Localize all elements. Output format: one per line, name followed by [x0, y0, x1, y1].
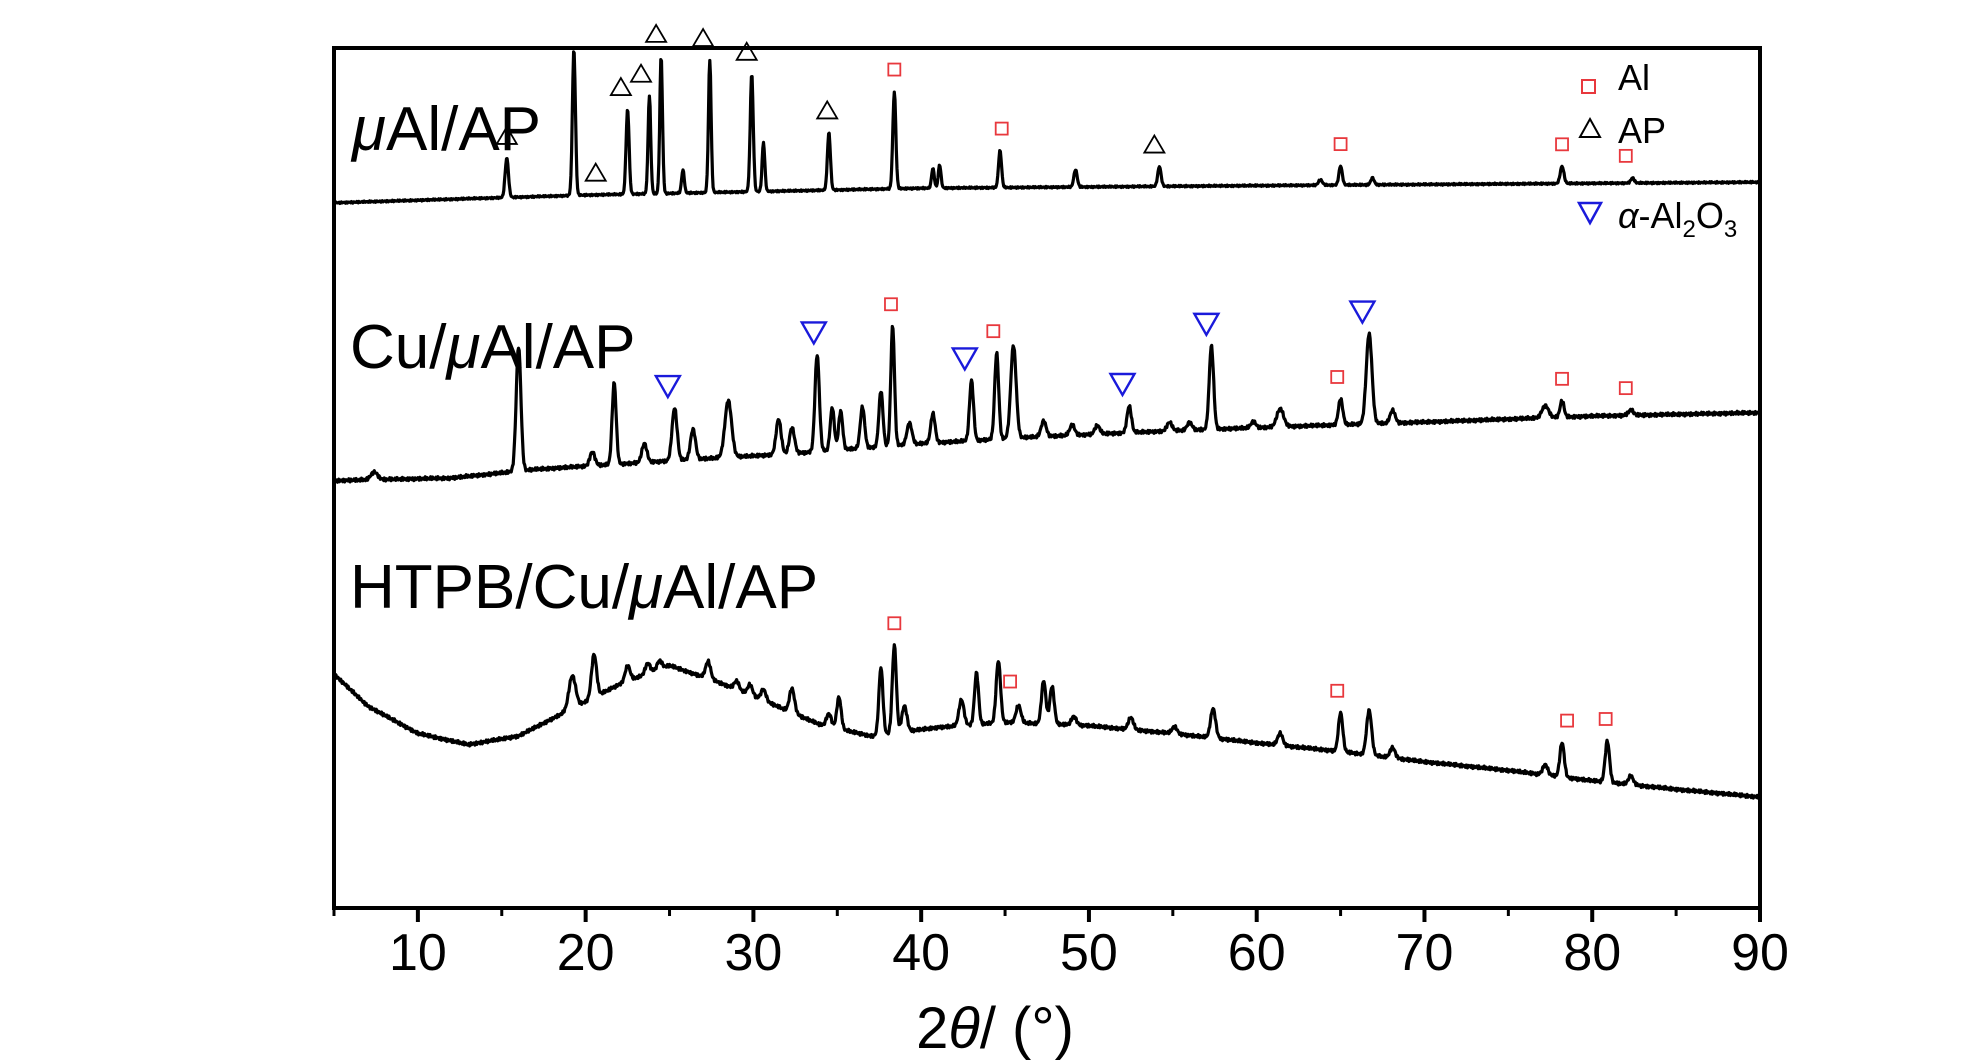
x-tick-label-80: 80 — [1563, 924, 1621, 982]
series-label-cu-ual-ap: Cu/μAl/AP — [350, 313, 636, 382]
legend-al2o3-triangle-down-icon — [1576, 201, 1604, 226]
ap-peak-marker — [584, 161, 608, 182]
series-line-2 — [332, 643, 1761, 801]
x-axis-title: 2θ/ (°) — [916, 996, 1074, 1061]
legend-label-al: Al — [1618, 57, 1650, 98]
al-peak-marker — [1560, 713, 1574, 728]
x-tick-label-40: 40 — [892, 924, 950, 982]
al-peak-marker — [1555, 137, 1569, 152]
series-label-htpb-cu-ual-ap: HTPB/Cu/μAl/AP — [350, 553, 818, 622]
legend-label-al2o3: α-Al2O3 — [1618, 195, 1737, 243]
al2o3-peak-marker — [1192, 312, 1221, 338]
al-peak-marker — [887, 616, 902, 631]
legend: Al AP α-Al2O3 — [1576, 57, 1737, 243]
al2o3-peak-marker — [1108, 372, 1137, 398]
x-tick-label-90: 90 — [1731, 924, 1789, 982]
x-tick-label-10: 10 — [389, 924, 447, 982]
legend-ap-triangle-icon — [1578, 116, 1602, 138]
ap-peak-marker — [691, 27, 715, 47]
series-layer — [332, 50, 1762, 801]
al-peak-marker — [1003, 674, 1017, 689]
al2o3-peak-marker — [1348, 300, 1377, 325]
x-axis: 10 20 30 40 50 60 70 80 90 — [332, 908, 1789, 982]
ap-peak-marker — [1142, 133, 1166, 154]
ap-peak-marker — [609, 76, 633, 96]
al-peak-marker — [1598, 712, 1613, 726]
ap-peak-marker — [644, 23, 668, 43]
al-peak-marker — [1618, 381, 1633, 396]
plot-frame — [332, 46, 1762, 910]
x-tick-label-20: 20 — [557, 924, 615, 982]
legend-label-ap: AP — [1618, 110, 1666, 151]
al-peak-marker — [1618, 148, 1633, 163]
al-peak-marker — [1333, 137, 1348, 152]
al2o3-peak-marker — [799, 321, 828, 346]
al-peak-marker — [1330, 370, 1345, 384]
x-tick-label-60: 60 — [1228, 924, 1286, 982]
x-tick-label-70: 70 — [1396, 924, 1454, 982]
series-line-1 — [333, 324, 1762, 484]
marker-layer — [495, 23, 1633, 728]
series-label-ual-ap: μAl/AP — [350, 95, 541, 164]
ap-peak-marker — [629, 62, 653, 83]
al-peak-marker — [884, 297, 898, 312]
ap-peak-marker — [495, 125, 519, 145]
al-peak-marker — [994, 121, 1009, 136]
legend-al-square-icon — [1581, 79, 1596, 94]
al2o3-peak-marker — [653, 374, 682, 400]
al-peak-marker — [887, 62, 902, 77]
x-tick-label-50: 50 — [1060, 924, 1118, 982]
series-line-0 — [332, 50, 1761, 205]
ap-peak-marker — [735, 41, 759, 61]
x-tick-label-30: 30 — [724, 924, 782, 982]
al-peak-marker — [1555, 371, 1569, 386]
al-peak-marker — [1330, 683, 1345, 698]
ap-peak-marker — [815, 99, 839, 120]
al2o3-peak-marker — [950, 347, 979, 372]
al-peak-marker — [986, 324, 1001, 339]
